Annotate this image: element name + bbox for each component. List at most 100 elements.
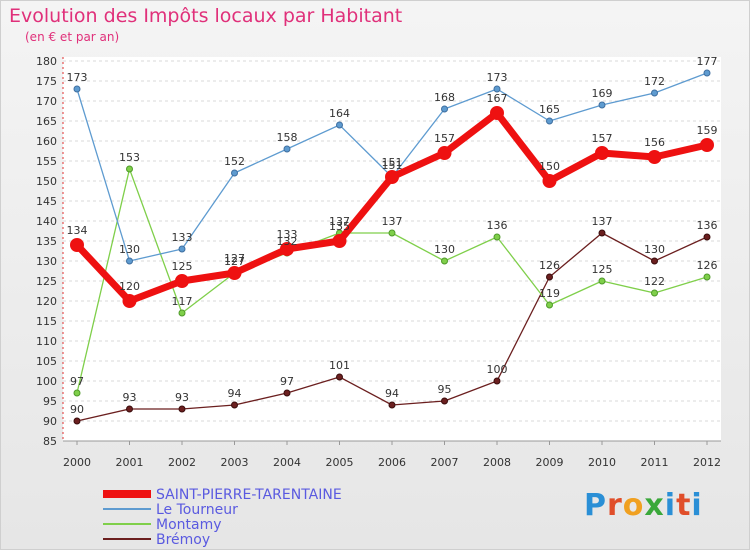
x-tick-label: 2011 bbox=[641, 456, 669, 469]
data-label: 97 bbox=[70, 375, 84, 388]
data-label: 125 bbox=[172, 260, 193, 273]
data-point bbox=[70, 238, 84, 252]
data-point bbox=[126, 257, 133, 265]
x-tick-label: 2006 bbox=[378, 456, 406, 469]
y-tick-label: 175 bbox=[36, 75, 57, 88]
data-point bbox=[126, 165, 133, 173]
legend-label: Brémoy bbox=[156, 532, 210, 548]
data-point bbox=[73, 417, 81, 425]
data-point bbox=[493, 377, 501, 385]
data-label: 165 bbox=[539, 103, 560, 116]
data-point bbox=[336, 121, 343, 129]
data-label: 152 bbox=[224, 155, 245, 168]
data-label: 136 bbox=[487, 219, 508, 232]
data-label: 173 bbox=[67, 71, 88, 84]
data-point bbox=[703, 233, 711, 241]
legend-label: SAINT-PIERRE-TARENTAINE bbox=[156, 487, 342, 503]
data-labels-3: 90 93 93 94 97 101 94 95 100 126 137 130 136 bbox=[70, 215, 718, 416]
data-point bbox=[178, 405, 186, 413]
data-label: 151 bbox=[382, 159, 403, 172]
data-label: 120 bbox=[119, 280, 140, 293]
y-tick-label: 160 bbox=[36, 135, 57, 148]
data-label: 177 bbox=[697, 55, 718, 68]
y-tick-label: 85 bbox=[43, 435, 57, 448]
data-point bbox=[336, 373, 343, 381]
data-point bbox=[647, 150, 662, 164]
data-point bbox=[441, 397, 448, 405]
data-labels-1: 173 130 133 152 158 164 151 168 173 165 169 172 177 bbox=[67, 55, 718, 256]
data-point bbox=[283, 389, 291, 397]
data-label: 133 bbox=[277, 228, 298, 241]
data-label: 97 bbox=[280, 375, 294, 388]
y-tick-label: 145 bbox=[36, 195, 57, 208]
y-tick-label: 140 bbox=[36, 215, 57, 228]
data-label: 94 bbox=[228, 387, 242, 400]
data-point bbox=[595, 146, 609, 160]
data-point bbox=[388, 229, 396, 237]
data-label: 93 bbox=[175, 391, 189, 404]
data-label: 134 bbox=[67, 224, 88, 237]
data-point bbox=[493, 233, 501, 241]
data-label: 127 bbox=[224, 255, 245, 268]
data-point bbox=[388, 401, 396, 409]
data-point bbox=[385, 170, 399, 184]
data-point bbox=[178, 309, 186, 317]
data-label: 137 bbox=[592, 215, 613, 228]
data-label: 164 bbox=[329, 107, 350, 120]
y-tick-label: 95 bbox=[43, 395, 57, 408]
x-tick-label: 2007 bbox=[431, 456, 459, 469]
data-label: 157 bbox=[434, 132, 455, 145]
data-label: 132 bbox=[277, 235, 298, 248]
y-tick-label: 110 bbox=[36, 335, 57, 348]
data-point bbox=[178, 245, 186, 253]
data-point bbox=[122, 294, 137, 308]
x-tick-label: 2012 bbox=[693, 456, 721, 469]
data-point bbox=[546, 301, 553, 309]
y-tick-label: 120 bbox=[36, 295, 57, 308]
data-label: 158 bbox=[277, 131, 298, 144]
chart-title: Evolution des Impôts locaux par Habitant bbox=[9, 5, 403, 27]
x-tick-label: 2001 bbox=[116, 456, 144, 469]
y-axis-ticks: 85 90 95 100 105 110 115 120 125 130 135 140 145 150 1… bbox=[36, 55, 57, 448]
data-point bbox=[598, 277, 606, 285]
data-point bbox=[332, 234, 347, 248]
data-point bbox=[231, 401, 238, 409]
data-point bbox=[490, 106, 504, 120]
data-label: 169 bbox=[592, 87, 613, 100]
data-point bbox=[283, 145, 291, 153]
data-point bbox=[651, 257, 658, 265]
data-label: 130 bbox=[434, 243, 455, 256]
data-label: 133 bbox=[172, 231, 193, 244]
data-label: 119 bbox=[539, 287, 560, 300]
data-point bbox=[227, 266, 242, 280]
data-point bbox=[441, 257, 448, 265]
data-label: 93 bbox=[123, 391, 137, 404]
y-tick-label: 105 bbox=[36, 355, 57, 368]
data-label: 167 bbox=[487, 92, 508, 105]
proxiti-logo: Proxiti bbox=[584, 488, 703, 523]
data-labels-0: 134 120 125 127 133 135 151 157 167 150 157 156 159 bbox=[67, 92, 718, 293]
data-point bbox=[73, 85, 81, 93]
data-label: 173 bbox=[487, 71, 508, 84]
y-tick-label: 115 bbox=[36, 315, 57, 328]
data-label: 122 bbox=[644, 275, 665, 288]
y-tick-label: 150 bbox=[36, 175, 57, 188]
data-point bbox=[703, 69, 711, 77]
chart-subtitle: (en € et par an) bbox=[25, 30, 120, 44]
data-label: 168 bbox=[434, 91, 455, 104]
data-point bbox=[73, 389, 81, 397]
y-tick-label: 155 bbox=[36, 155, 57, 168]
y-tick-label: 130 bbox=[36, 255, 57, 268]
data-label: 159 bbox=[697, 124, 718, 137]
x-tick-label: 2010 bbox=[588, 456, 616, 469]
x-tick-label: 2005 bbox=[326, 456, 354, 469]
legend-label: Montamy bbox=[156, 517, 222, 533]
data-point bbox=[598, 229, 606, 237]
y-tick-label: 100 bbox=[36, 375, 57, 388]
data-label: 151 bbox=[382, 156, 403, 169]
data-point bbox=[700, 138, 714, 152]
data-point bbox=[280, 242, 294, 256]
y-tick-label: 170 bbox=[36, 95, 57, 108]
